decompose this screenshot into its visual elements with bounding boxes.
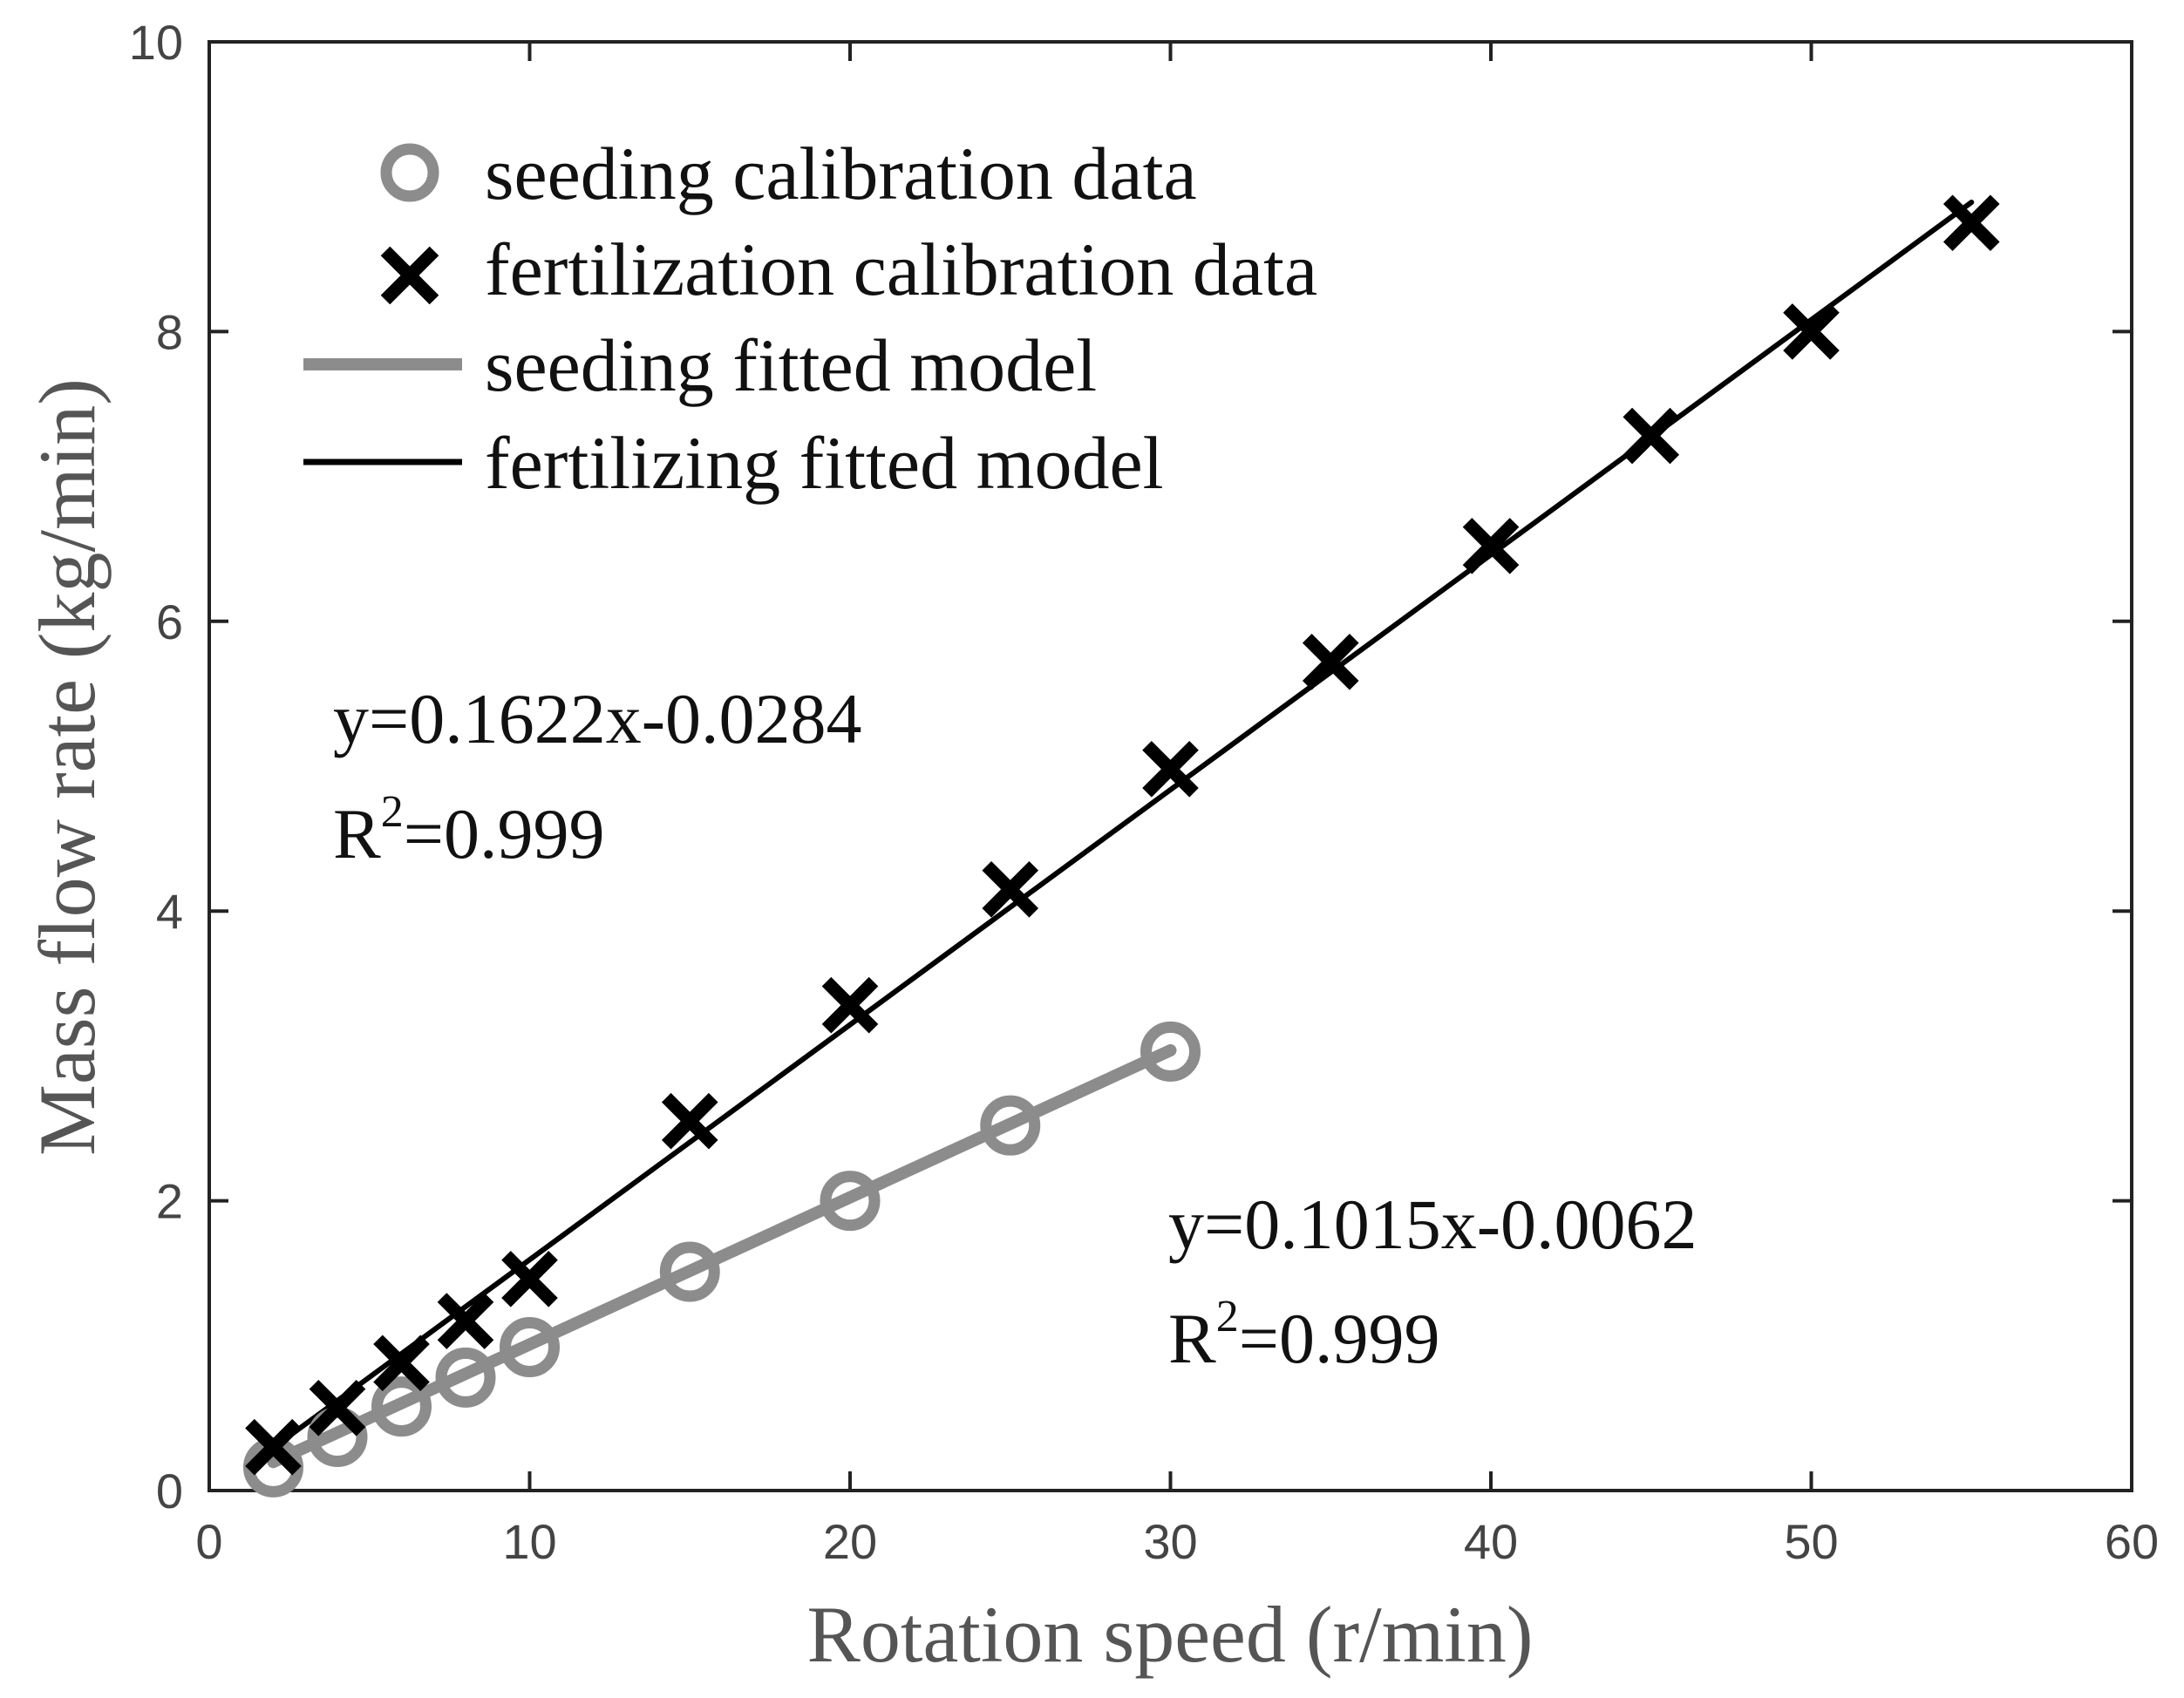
seeding-equation: y=0.1015x-0.0062 [1168, 1185, 1698, 1264]
y-tick-label: 10 [129, 15, 183, 70]
y-tick-label: 0 [156, 1464, 183, 1518]
fertilization-data-point [1462, 518, 1520, 574]
y-tick-label: 4 [156, 884, 183, 939]
fert-r2-value: =0.999 [404, 794, 605, 873]
fertilization-equation: y=0.1622x-0.0284 [333, 679, 862, 758]
seed-r2-base: R [1168, 1299, 1216, 1378]
seed-r2-value: =0.999 [1239, 1299, 1440, 1378]
legend-label-seeding-data: seeding calibration data [485, 132, 1197, 215]
x-tick-label: 40 [1464, 1514, 1518, 1569]
seeding-data-point [820, 1171, 881, 1232]
fertilization-data-point [1142, 741, 1199, 798]
legend-label-seeding-model: seeding fitted model [485, 323, 1097, 407]
legend: seeding calibration data fertilization c… [303, 132, 1317, 505]
x-axis-ticks: 0 10 20 30 40 50 60 [195, 42, 2159, 1569]
y-axis-ticks: 0 2 4 6 8 10 [129, 15, 2132, 1518]
fert-r2-exp: 2 [381, 787, 404, 837]
fert-r2-base: R [333, 794, 381, 873]
fertilization-data-point [1942, 194, 2000, 252]
legend-marker-fertilization-data [380, 246, 439, 305]
fertilization-data-point [821, 976, 879, 1034]
fertilization-data-point [245, 1418, 302, 1476]
y-tick-label: 6 [156, 594, 183, 649]
fertilization-data-point [373, 1335, 430, 1392]
fertilization-data-point [1302, 634, 1359, 690]
y-axis-title: Mass flow rate (kg/min) [23, 378, 112, 1156]
seeding-data-point [659, 1241, 720, 1302]
legend-label-fertilizing-model: fertilizing fitted model [485, 421, 1164, 505]
fertilization-data-point [501, 1251, 558, 1307]
legend-label-fertilization-data: fertilization calibration data [485, 228, 1317, 311]
seeding-data-point [371, 1376, 432, 1437]
x-tick-label: 10 [502, 1514, 556, 1569]
x-tick-label: 20 [823, 1514, 877, 1569]
fertilization-annotation: y=0.1622x-0.0284 R2=0.999 [333, 679, 862, 873]
x-tick-label: 60 [2105, 1514, 2159, 1569]
y-tick-label: 8 [156, 304, 183, 359]
seeding-data-point [980, 1095, 1041, 1156]
fertilization-data-point [1783, 303, 1840, 360]
seeding-data-point [435, 1347, 496, 1408]
fertilization-data-point [982, 860, 1039, 918]
fertilization-data-point [437, 1293, 494, 1349]
seeding-data-point [1140, 1021, 1201, 1082]
seeding-annotation: y=0.1015x-0.0062 R2=0.999 [1168, 1185, 1698, 1378]
x-tick-label: 30 [1143, 1514, 1197, 1569]
x-tick-label: 50 [1784, 1514, 1838, 1569]
fertilizing-fit-line [270, 200, 1975, 1450]
fertilization-data-point [1623, 407, 1680, 465]
data-markers [243, 194, 2000, 1498]
y-tick-label: 2 [156, 1174, 183, 1229]
seed-r2-exp: 2 [1216, 1292, 1239, 1341]
seeding-data-point [500, 1316, 560, 1377]
fertilization-data-point [661, 1092, 718, 1150]
x-tick-label: 0 [195, 1514, 222, 1569]
x-axis-title: Rotation speed (r/min) [807, 1590, 1534, 1679]
seeding-r2: R2=0.999 [1168, 1292, 1439, 1378]
legend-marker-seeding-data [380, 143, 439, 202]
fertilization-data-point [309, 1379, 366, 1437]
fertilization-r2: R2=0.999 [333, 787, 604, 873]
